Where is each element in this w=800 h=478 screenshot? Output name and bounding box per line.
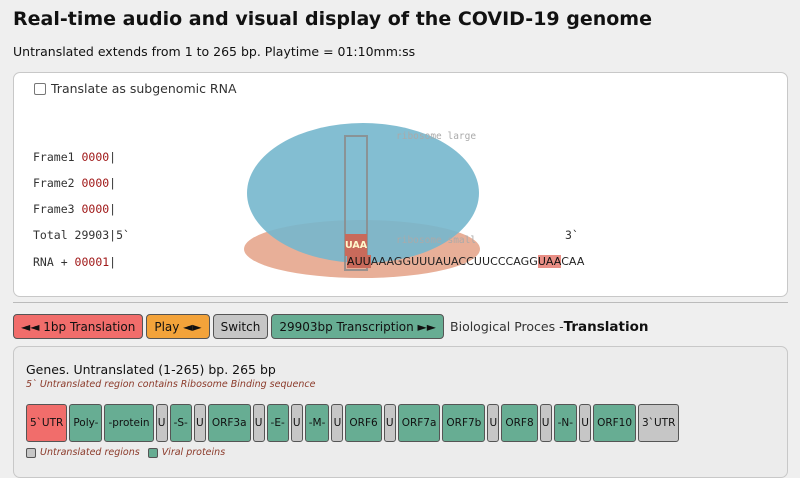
subgenomic-checkbox-label: Translate as subgenomic RNA [51,81,237,96]
gene-block-3utr-22[interactable]: 3`UTR [638,404,680,442]
rna-tail: CAA [561,255,585,268]
frame1-row: Frame1 0000| [33,150,116,164]
rna-suffix: | [109,255,117,269]
gene-block-5utr-0[interactable]: 5`UTR [26,404,68,442]
transcription-button[interactable]: 29903bp Transcription ►► [271,314,445,339]
gene-block-orf7b-15[interactable]: ORF7b [442,404,486,442]
rna-stop-codon: UAA [537,255,562,268]
frame1-value: 0000 [81,150,110,164]
legend-untranslated-label: Untranslated regions [40,447,140,458]
gene-block-u-11[interactable]: U [331,404,344,442]
frame2-row: Frame2 0000| [33,176,116,190]
subgenomic-checkbox[interactable] [34,82,46,95]
genes-note: 5` Untranslated region contains Ribosome… [26,379,316,390]
gene-block-u-18[interactable]: U [539,404,552,442]
genes-title: Genes. Untranslated (1-265) bp. 265 bp [26,362,276,377]
frame3-label: Frame3 [33,202,82,216]
gene-block-u-3[interactable]: U [155,404,168,442]
section-divider [13,302,788,303]
untranslated-swatch [26,447,36,458]
control-toolbar: ◄◄ 1bp Translation Play ◄► Switch 29903b… [13,313,648,340]
ribosome-reading-window [344,135,368,271]
gene-block-u-9[interactable]: U [290,404,303,442]
gene-block-orf6-12[interactable]: ORF6 [345,404,382,442]
genes-panel: Genes. Untranslated (1-265) bp. 265 bp 5… [13,346,788,478]
frame2-label: Frame2 [33,176,82,190]
rna-sequence: AUUAAAGGUUUAUACCUUCCCAGGUAACAA [347,255,584,268]
subgenomic-checkbox-row[interactable]: Translate as subgenomic RNA [34,81,237,96]
frame1-label: Frame1 [33,150,82,164]
frame2-suffix: | [109,176,117,190]
rna-first-codon: AUU [347,255,371,268]
frame3-suffix: | [109,202,117,216]
gene-block-orf3a-6[interactable]: ORF3a [207,404,251,442]
gene-block-m-10[interactable]: -M- [304,404,330,442]
gene-block-orf7a-14[interactable]: ORF7a [397,404,441,442]
gene-block-u-20[interactable]: U [579,404,592,442]
page-subtitle: Untranslated extends from 1 to 265 bp. P… [13,44,416,59]
gene-track: 5`UTR Poly- -protein U -S- U ORF3a U -E- U -M- U ORF… [26,404,681,442]
gene-block-u-13[interactable]: U [383,404,396,442]
current-codon: UAA [345,234,367,256]
viral-swatch [147,447,158,458]
gene-block-e-8[interactable]: -E- [266,404,289,442]
frame1-suffix: | [109,150,117,164]
rna-label: RNA + [33,255,75,269]
gene-block-u-7[interactable]: U [252,404,265,442]
genes-legend: Untranslated regions Viral proteins [26,447,225,458]
frame2-value: 0000 [81,176,110,190]
ribosome-small-label: ribosome small [396,235,477,246]
three-prime-label: 3` [565,228,579,242]
process-label: Biological Proces - [450,319,564,334]
gene-block-u-5[interactable]: U [193,404,206,442]
rna-row: RNA + 00001| [33,255,116,269]
translation-button[interactable]: ◄◄ 1bp Translation [13,314,144,339]
gene-block-u-16[interactable]: U [487,404,500,442]
rna-middle: AAAGGUUUAUACCUUCCCAGG [370,255,538,268]
switch-button[interactable]: Switch [212,314,269,339]
process-value: Translation [563,318,649,335]
gene-block-orf10-21[interactable]: ORF10 [593,404,637,442]
ribosome-large-label: ribosome large [396,131,477,142]
gene-block-orf8-17[interactable]: ORF8 [501,404,538,442]
gene-block-protein-2[interactable]: -protein [104,404,154,442]
gene-block-s-4[interactable]: -S- [169,404,192,442]
gene-block-poly-1[interactable]: Poly- [69,404,103,442]
frame3-value: 0000 [81,202,110,216]
page-title: Real-time audio and visual display of th… [13,8,652,30]
frame3-row: Frame3 0000| [33,202,116,216]
rna-value: 00001 [74,255,110,269]
play-button[interactable]: Play ◄► [146,314,210,339]
genome-visualization-panel: Translate as subgenomic RNA Frame1 0000|… [13,72,788,297]
gene-block-n-19[interactable]: -N- [553,404,578,442]
total-row: Total 29903|5` [33,228,130,242]
legend-viral-label: Viral proteins [161,447,226,458]
